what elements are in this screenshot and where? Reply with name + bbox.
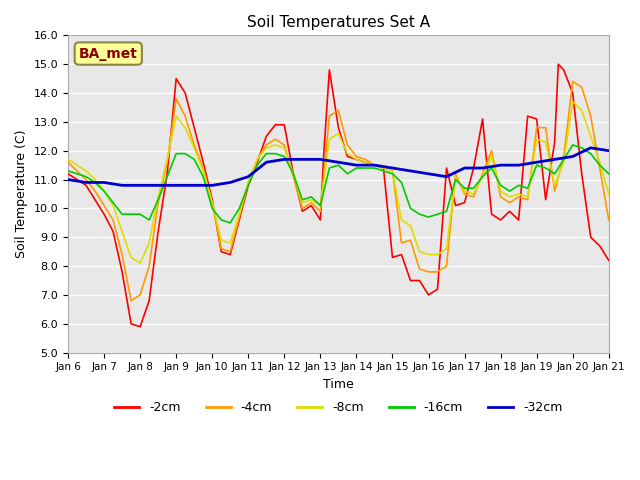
Text: BA_met: BA_met [79, 47, 138, 60]
Legend: -2cm, -4cm, -8cm, -16cm, -32cm: -2cm, -4cm, -8cm, -16cm, -32cm [109, 396, 568, 420]
X-axis label: Time: Time [323, 378, 354, 391]
Y-axis label: Soil Temperature (C): Soil Temperature (C) [15, 130, 28, 258]
Title: Soil Temperatures Set A: Soil Temperatures Set A [247, 15, 430, 30]
